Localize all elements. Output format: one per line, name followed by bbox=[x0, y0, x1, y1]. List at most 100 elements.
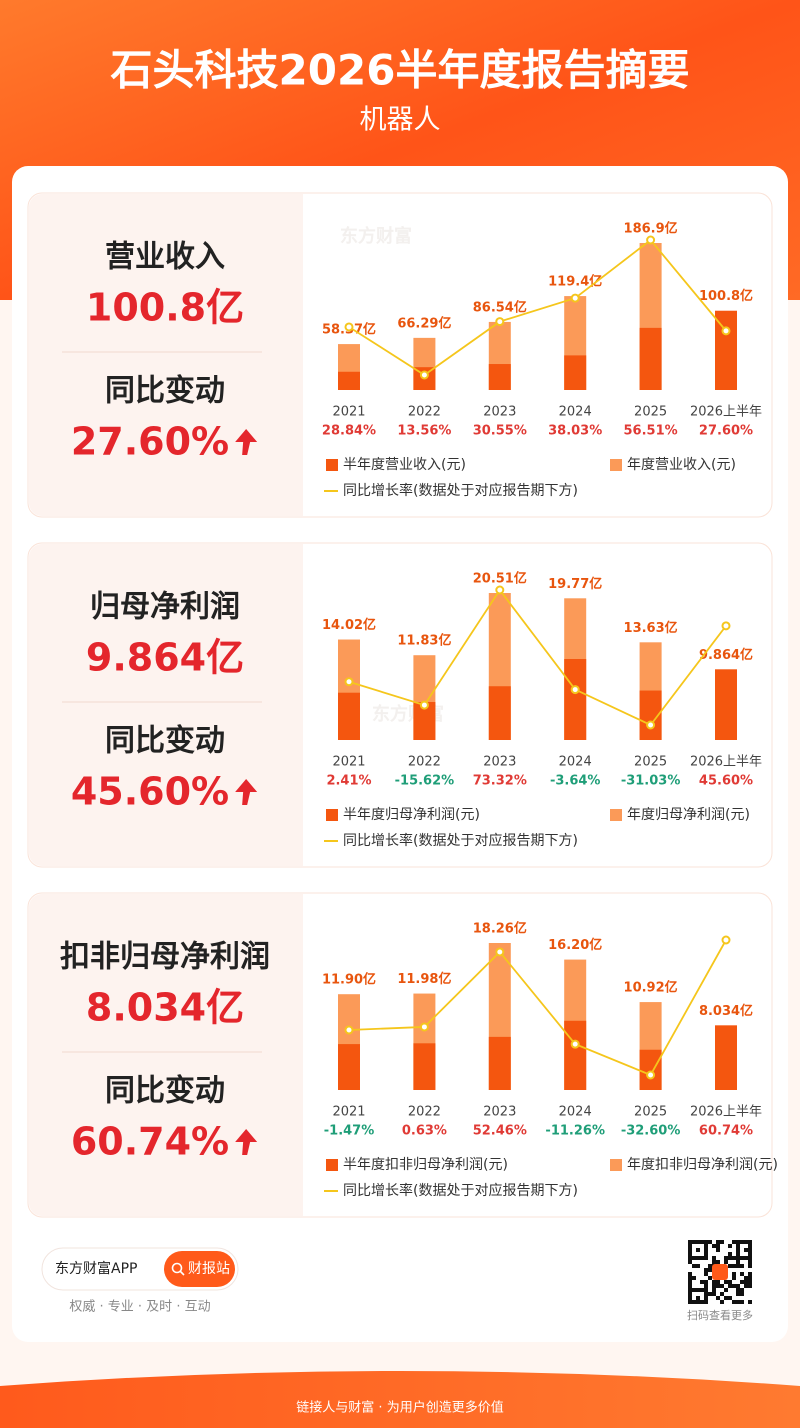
qr-cell bbox=[748, 1284, 752, 1288]
bar-label: 19.77亿 bbox=[548, 576, 602, 592]
legend-swatch bbox=[326, 1159, 338, 1171]
change-value: 60.74% bbox=[71, 1120, 229, 1164]
qr-cell bbox=[696, 1264, 700, 1268]
x-tick-label: 2023 bbox=[483, 755, 516, 770]
qr-cell bbox=[740, 1256, 744, 1260]
qr-cell bbox=[704, 1244, 708, 1248]
qr-cell bbox=[688, 1252, 692, 1256]
qr-cell bbox=[732, 1276, 736, 1280]
qr-cell bbox=[748, 1280, 752, 1284]
legend-label: 半年度扣非归母净利润(元) bbox=[343, 1156, 508, 1173]
bar-label: 86.54亿 bbox=[473, 299, 527, 315]
yoy-label: -31.03% bbox=[621, 774, 681, 789]
x-tick-label: 2025 bbox=[634, 1105, 667, 1120]
x-tick-label: 2026上半年 bbox=[690, 405, 762, 420]
qr-cell bbox=[744, 1240, 748, 1244]
panel: 营业收入100.8亿同比变动27.60%东方财富100.8亿58.37亿66.2… bbox=[27, 192, 773, 518]
button-label[interactable]: 财报站 bbox=[188, 1261, 230, 1277]
qr-cell bbox=[712, 1284, 716, 1288]
qr-cell bbox=[712, 1244, 716, 1248]
qr-cell bbox=[732, 1284, 736, 1288]
qr-cell bbox=[736, 1244, 740, 1248]
up-arrow bbox=[235, 779, 258, 805]
qr-cell bbox=[700, 1300, 704, 1304]
qr-cell bbox=[720, 1300, 724, 1304]
yoy-label: 0.63% bbox=[402, 1124, 447, 1139]
bar bbox=[715, 310, 737, 390]
qr-cell bbox=[748, 1256, 752, 1260]
qr-cell bbox=[700, 1240, 704, 1244]
legend-swatch bbox=[610, 459, 622, 471]
line-point bbox=[570, 293, 580, 303]
qr-cell bbox=[700, 1288, 704, 1292]
qr-cell bbox=[688, 1240, 692, 1244]
up-arrow bbox=[235, 429, 258, 455]
x-tick-label: 2023 bbox=[483, 1105, 516, 1120]
tagline: 链接人与财富 · 为用户创造更多价值 bbox=[296, 1400, 503, 1416]
bar-label: 100.8亿 bbox=[699, 288, 753, 304]
subtitle: 机器人 bbox=[360, 105, 441, 136]
yoy-label: 56.51% bbox=[624, 424, 678, 439]
qr-cell bbox=[716, 1296, 720, 1300]
line-point bbox=[721, 621, 731, 631]
yoy-label: -32.60% bbox=[621, 1124, 681, 1139]
bar bbox=[639, 327, 662, 390]
metric-value: 8.034亿 bbox=[86, 986, 244, 1030]
bar bbox=[413, 702, 436, 740]
qr-cell bbox=[692, 1276, 696, 1280]
bar-label: 119.4亿 bbox=[548, 274, 602, 290]
qr-cell bbox=[732, 1300, 736, 1304]
qr-cell bbox=[740, 1264, 744, 1268]
yoy-label: 45.60% bbox=[699, 774, 753, 789]
line bbox=[348, 238, 727, 377]
line bbox=[348, 588, 727, 727]
bar bbox=[564, 1020, 587, 1090]
qr-cell bbox=[740, 1280, 744, 1284]
bar-label: 11.90亿 bbox=[322, 972, 376, 988]
qr-cell bbox=[728, 1252, 732, 1256]
yoy-label: 73.32% bbox=[473, 774, 527, 789]
line-point bbox=[646, 720, 656, 730]
qr-cell bbox=[716, 1244, 720, 1248]
qr-cell bbox=[688, 1300, 692, 1304]
qr-cell bbox=[712, 1280, 716, 1284]
bar-label: 16.20亿 bbox=[548, 937, 602, 953]
qr-cell bbox=[736, 1248, 740, 1252]
qr-cell bbox=[688, 1280, 692, 1284]
qr-cell bbox=[728, 1280, 732, 1284]
line bbox=[348, 939, 727, 1077]
report-button[interactable]: 财报站 bbox=[164, 1251, 235, 1287]
metric-label: 营业收入 bbox=[105, 240, 225, 275]
qr-cell bbox=[748, 1244, 752, 1248]
qr-cell bbox=[696, 1240, 700, 1244]
qr-cell bbox=[692, 1288, 696, 1292]
qr-cell bbox=[724, 1288, 728, 1292]
qr-cell bbox=[724, 1260, 728, 1264]
qr-cell bbox=[728, 1256, 732, 1260]
change-label: 同比变动 bbox=[105, 724, 225, 759]
panel-left-bg bbox=[29, 894, 303, 1216]
qr-cell bbox=[720, 1284, 724, 1288]
bar bbox=[564, 659, 587, 740]
bar-label: 11.98亿 bbox=[397, 971, 451, 987]
yoy-label: 13.56% bbox=[397, 424, 451, 439]
change-value: 27.60% bbox=[71, 420, 229, 464]
x-tick-label: 2025 bbox=[634, 755, 667, 770]
qr-cell bbox=[704, 1300, 708, 1304]
qr-cell bbox=[696, 1256, 700, 1260]
qr-cell bbox=[688, 1292, 692, 1296]
qr-cell bbox=[736, 1292, 740, 1296]
qr-cell bbox=[688, 1248, 692, 1252]
x-tick-label: 2025 bbox=[634, 405, 667, 420]
qr-cell bbox=[704, 1268, 708, 1272]
bar-label: 8.034亿 bbox=[699, 1003, 753, 1019]
panel: 归母净利润9.864亿同比变动45.60%东方财富9.864亿14.02亿11.… bbox=[27, 542, 773, 868]
bar bbox=[413, 1043, 436, 1090]
qr-cell bbox=[704, 1292, 708, 1296]
qr-cell bbox=[728, 1296, 732, 1300]
qr-cell bbox=[704, 1248, 708, 1252]
qr-cell bbox=[736, 1284, 740, 1288]
qr-cell bbox=[748, 1260, 752, 1264]
title: 石头科技2026半年度报告摘要 bbox=[111, 46, 690, 95]
qr-cell bbox=[696, 1300, 700, 1304]
